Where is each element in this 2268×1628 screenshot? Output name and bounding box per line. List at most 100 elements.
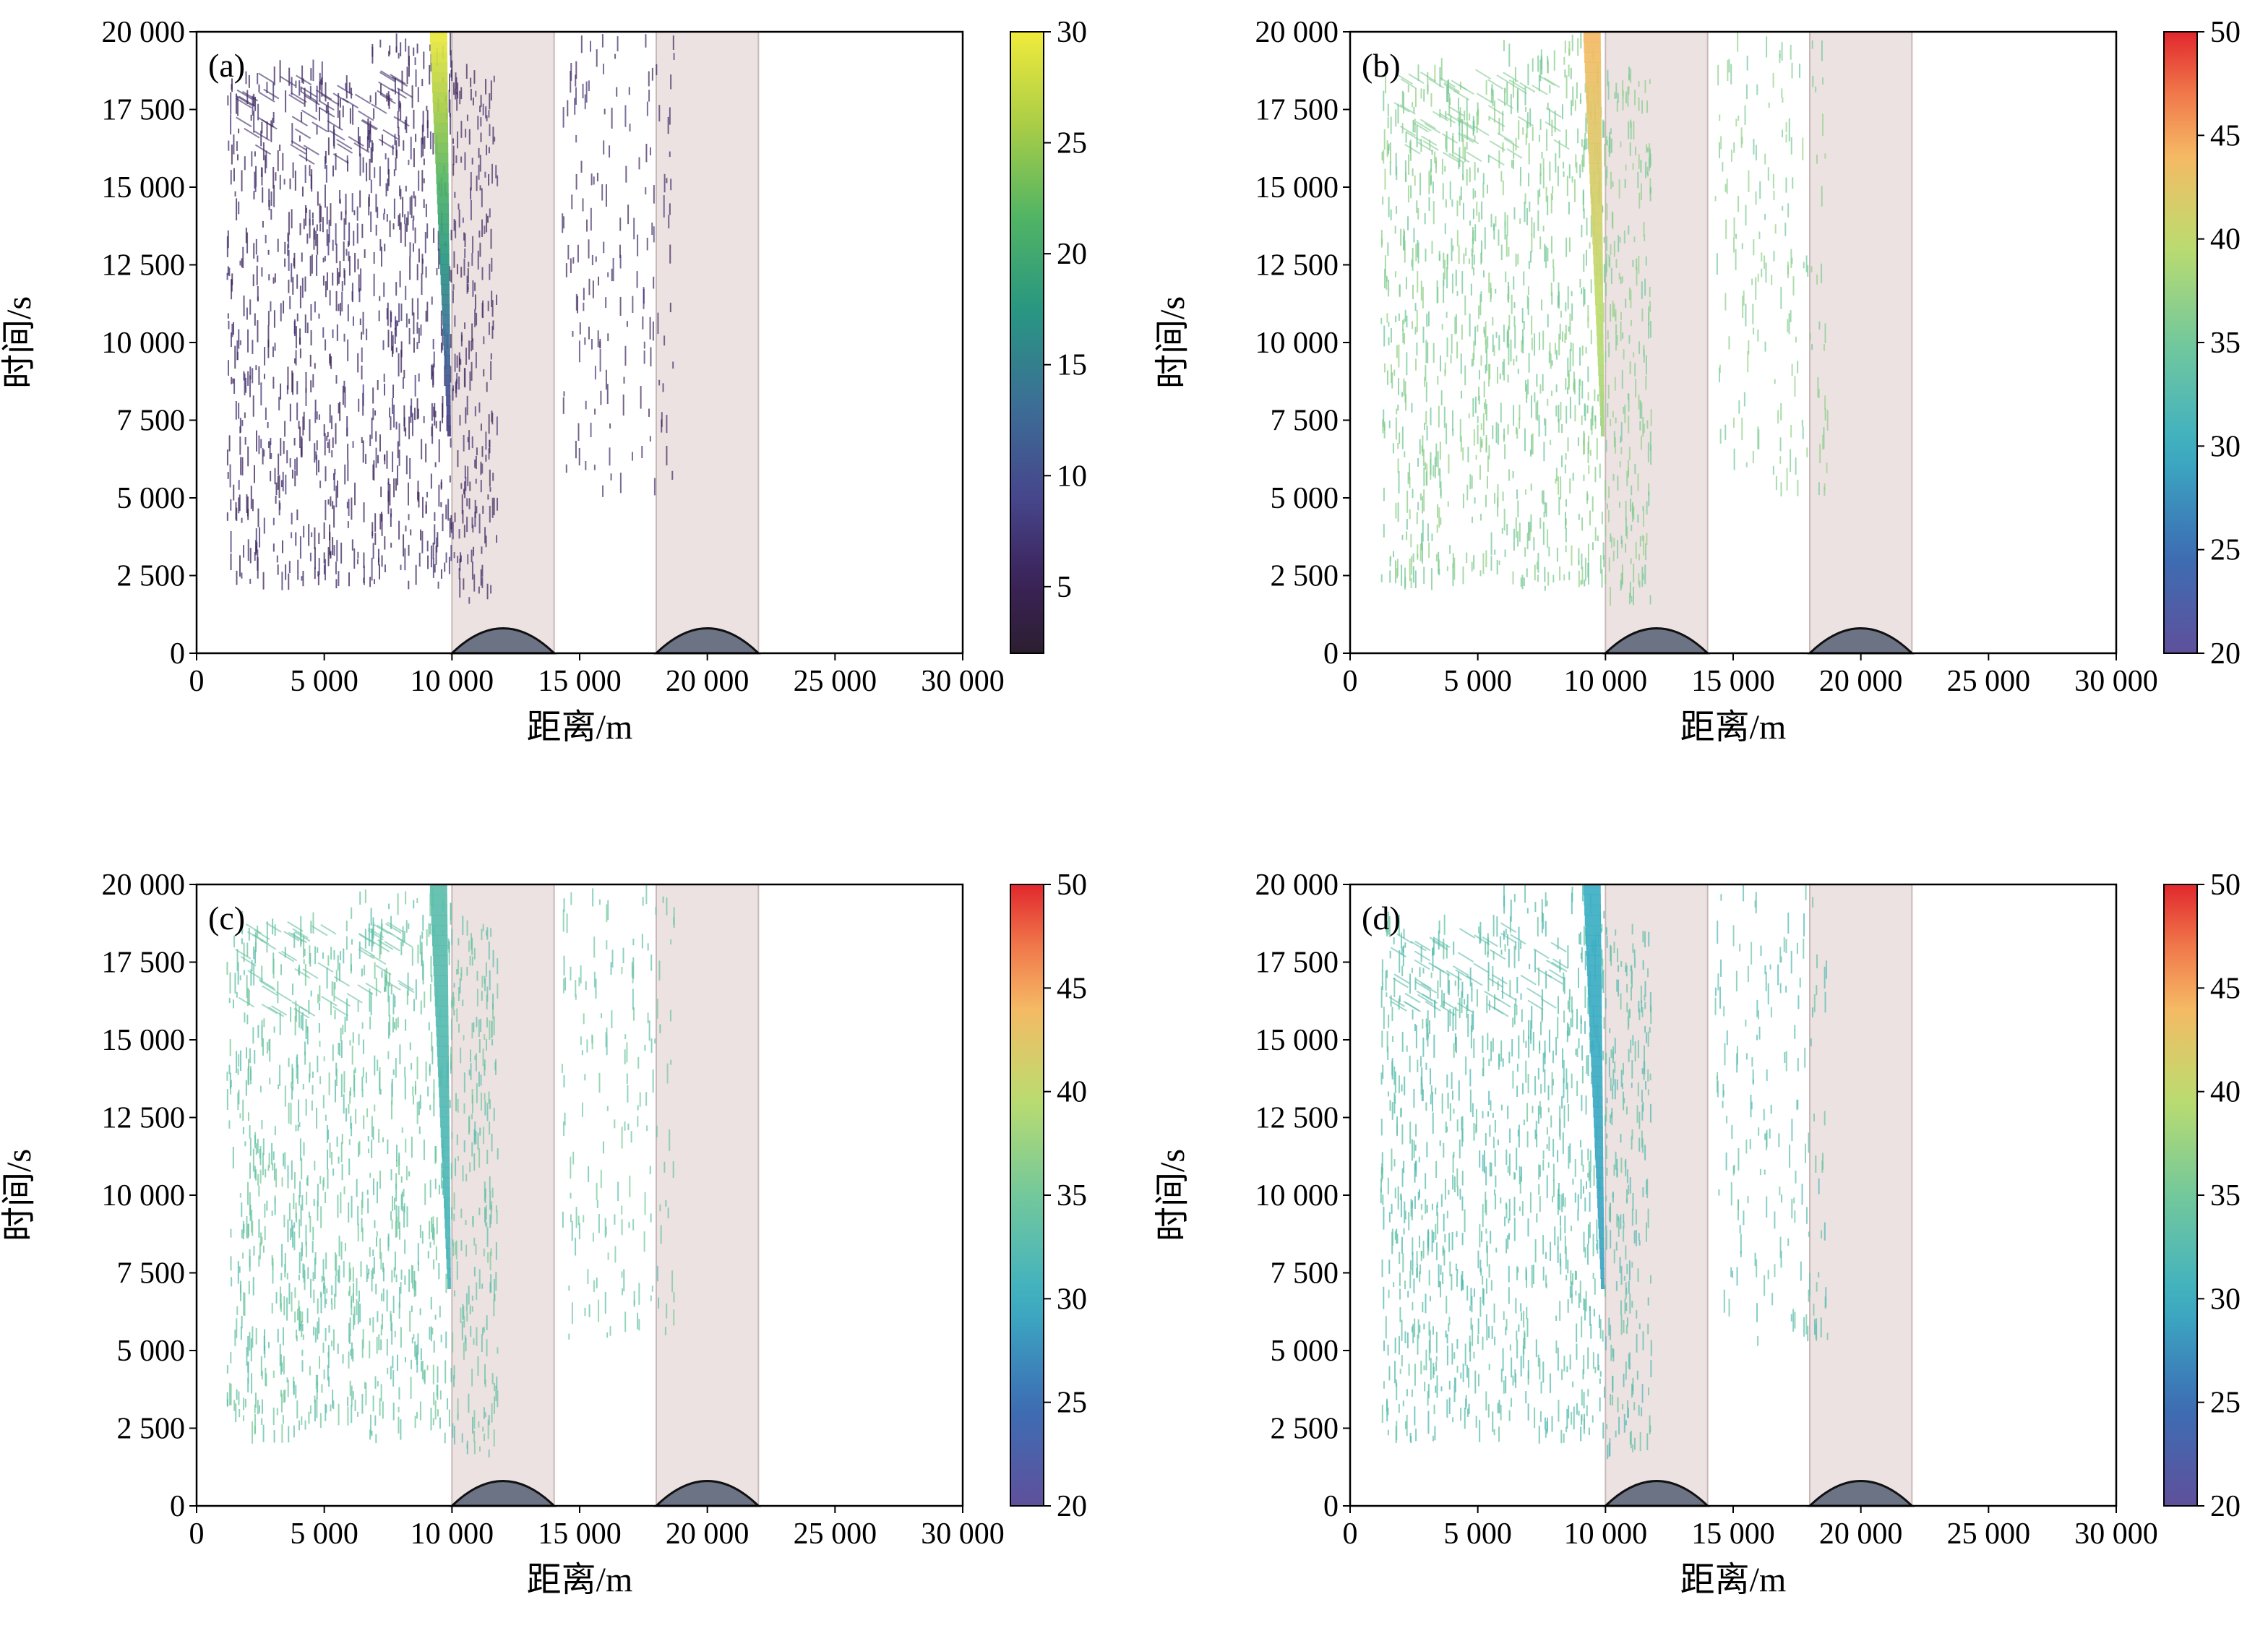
x-axis-title: 距离/m: [1680, 708, 1787, 746]
streak: [1415, 121, 1432, 132]
band-segment: [1589, 163, 1602, 174]
streak: [358, 948, 374, 960]
panel-c: 0 5 000 10 000 15 000 20 000 25 000 30 000 0 2 5…: [0, 869, 1087, 1599]
y-tick-label: 5 000: [117, 1335, 186, 1368]
shaded-region-2: [1809, 31, 1913, 654]
band-segment: [431, 904, 448, 916]
band-segment: [438, 223, 450, 235]
streak: [238, 996, 255, 1008]
streak: [374, 942, 390, 952]
y-tick-label: 10 000: [102, 327, 186, 360]
band-segment: [444, 345, 450, 356]
streak: [361, 119, 377, 131]
streak: [1466, 151, 1482, 163]
streak: [1405, 131, 1422, 142]
streak: [260, 939, 277, 950]
band-segment: [435, 1005, 449, 1017]
streak: [1508, 79, 1525, 90]
band-segment: [434, 142, 449, 154]
streak: [1442, 151, 1459, 163]
band-segment: [1584, 41, 1601, 53]
streak: [1443, 82, 1460, 93]
streak: [1503, 137, 1520, 149]
band-segment: [1592, 223, 1603, 235]
band-segment: [1599, 405, 1605, 417]
x-tick-label: 20 000: [1819, 665, 1903, 698]
streak: [236, 89, 253, 100]
streak: [261, 1003, 278, 1015]
shaded-region-1: [1605, 884, 1709, 1507]
streak: [301, 109, 318, 121]
band-segment: [440, 274, 450, 285]
x-tick-label: 0: [189, 1517, 205, 1551]
streak: [1448, 152, 1465, 164]
streak: [353, 142, 370, 153]
streak: [247, 931, 264, 942]
plot-area: [1350, 32, 2116, 653]
data-streaks: [1380, 884, 1829, 1460]
streak: [1545, 121, 1561, 132]
x-tick-label: 20 000: [666, 665, 749, 698]
streak: [1532, 85, 1548, 95]
main-band: [429, 32, 451, 436]
streak: [1412, 121, 1430, 133]
y-tick-label: 17 500: [102, 94, 186, 127]
hill-2: [1807, 627, 1915, 655]
streak: [294, 128, 312, 139]
streak: [1462, 133, 1479, 145]
streak: [390, 74, 406, 85]
streak: [397, 87, 413, 98]
y-tick-label: 0: [170, 637, 185, 671]
streak: [382, 129, 399, 140]
band-segment: [442, 314, 450, 326]
x-tick-label: 30 000: [2074, 665, 2158, 698]
colorbar-tick-label: 20: [1057, 238, 1087, 271]
band-segment: [431, 82, 448, 93]
streak: [1422, 140, 1439, 151]
streak: [348, 136, 364, 147]
streak: [398, 980, 414, 991]
streak: [236, 98, 252, 109]
streak: [290, 144, 306, 155]
band-segment: [1594, 274, 1603, 285]
band-segment: [446, 395, 451, 407]
colorbar-tick-label: 15: [1057, 349, 1087, 382]
panel-label: (c): [208, 900, 245, 936]
band-segment: [443, 1187, 450, 1199]
streak: [1428, 78, 1445, 89]
band-segment: [433, 955, 448, 966]
streak: [346, 992, 363, 1004]
colorbar-tick-label: 35: [1057, 1179, 1087, 1213]
streak: [267, 1006, 285, 1017]
streak: [1456, 117, 1474, 128]
streak: [332, 153, 350, 164]
band-segment: [439, 233, 450, 245]
band-segment: [439, 244, 450, 255]
band-segment: [435, 163, 449, 174]
band-segment: [447, 1278, 451, 1289]
x-axis-title: 距离/m: [527, 1561, 633, 1599]
band-segment: [444, 355, 450, 366]
streak: [1432, 111, 1449, 122]
streak: [1420, 135, 1438, 147]
shaded-region-2: [656, 31, 760, 654]
colorbar-tick-label: 20: [2210, 637, 2241, 671]
band-segment: [431, 72, 448, 83]
band-segment: [1597, 335, 1604, 346]
streak: [358, 934, 376, 944]
band-segment: [434, 975, 448, 986]
band-segment: [444, 1218, 451, 1229]
y-tick-label: 2 500: [117, 1413, 186, 1446]
shaded-region-1: [1605, 31, 1709, 654]
streak: [302, 968, 319, 979]
band-segment: [433, 102, 448, 113]
streak: [291, 140, 307, 151]
streak: [371, 103, 387, 114]
band-segment: [437, 193, 449, 204]
band-segment: [1586, 92, 1602, 103]
streak: [1400, 78, 1417, 89]
streak: [1539, 75, 1555, 86]
streak: [291, 1001, 308, 1012]
band-segment: [1590, 183, 1602, 194]
band-segment: [1586, 102, 1602, 113]
